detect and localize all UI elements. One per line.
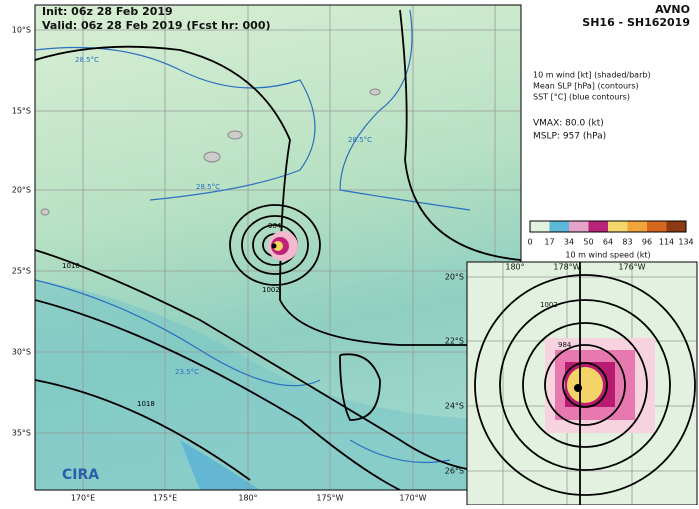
colorbar-segment	[608, 221, 628, 232]
valid-text: Valid: 06z 28 Feb 2019 (Fcst hr: 000)	[42, 19, 271, 32]
mslp-text: MSLP: 957 (hPa)	[533, 132, 606, 142]
lon-label: 170°W	[399, 494, 426, 503]
main-map	[35, 5, 521, 490]
contour-label: 984	[268, 222, 282, 230]
colorbar-label: 10 m wind speed (kt)	[565, 251, 650, 260]
inset-lat-label: 22°S	[445, 337, 464, 346]
lat-label: 30°S	[12, 348, 31, 357]
contour-label: 28.5°C	[348, 136, 372, 144]
lon-label: 180°	[238, 494, 257, 503]
colorbar-segment	[588, 221, 608, 232]
inset-lon-label: 178°W	[553, 263, 580, 272]
colorbar: 0 17 34 50 64 83 96 114 134	[527, 220, 694, 247]
colorbar-tick-label: 83	[622, 238, 632, 247]
colorbar-tick-label: 64	[603, 238, 613, 247]
contour-label: 23.5°C	[175, 368, 199, 376]
legend-line: Mean SLP [hPa] (contours)	[533, 82, 639, 91]
inset-lon-label: 176°W	[618, 263, 645, 272]
colorbar-segment	[549, 221, 569, 232]
contour-label: 1018	[137, 400, 155, 408]
colorbar-tick-label: 50	[583, 238, 593, 247]
colorbar-tick-label: 134	[678, 238, 693, 247]
storm-id: SH16 - SH162019	[582, 16, 690, 29]
contour-label: 1010	[62, 262, 80, 270]
colorbar-segment	[569, 221, 589, 232]
colorbar-frame	[529, 220, 687, 233]
inset-contour-label: 1002	[540, 301, 558, 309]
lon-label: 175°W	[316, 494, 343, 503]
colorbar-tick-label: 0	[527, 238, 532, 247]
model-text: AVNO	[655, 3, 690, 16]
lat-label: 10°S	[12, 26, 31, 35]
init-text: Init: 06z 28 Feb 2019	[42, 5, 173, 18]
colorbar-segment	[627, 221, 647, 232]
inset-lon-label: 180°	[505, 263, 524, 272]
colorbar-tick-label: 17	[544, 238, 554, 247]
lon-label: 175°E	[153, 494, 177, 503]
lat-label: 35°S	[12, 429, 31, 438]
map-frame	[34, 4, 522, 491]
contour-label: 28.5°C	[75, 56, 99, 64]
legend-line: 10 m wind [kt] (shaded/barb)	[533, 71, 651, 80]
legend-line: SST [°C] (blue contours)	[533, 93, 630, 102]
colorbar-segment	[666, 221, 686, 232]
colorbar-tick-label: 114	[659, 238, 674, 247]
logo: CIRA	[62, 467, 99, 483]
contour-label: 1002	[262, 286, 280, 294]
colorbar-tick-label: 34	[564, 238, 574, 247]
contour-label: 28.5°C	[196, 183, 220, 191]
lat-label: 15°S	[12, 107, 31, 116]
lat-label: 20°S	[12, 186, 31, 195]
colorbar-segment	[530, 221, 550, 232]
inset-contour-label: 984	[558, 341, 572, 349]
colorbar-segment	[647, 221, 667, 232]
inset-map	[467, 262, 697, 505]
colorbar-tick-label: 96	[642, 238, 652, 247]
lon-label: 170°E	[71, 494, 95, 503]
lat-label: 25°S	[12, 267, 31, 276]
vmax-text: VMAX: 80.0 (kt)	[533, 119, 604, 129]
inset-lat-label: 26°S	[445, 467, 464, 476]
inset-lat-label: 24°S	[445, 402, 464, 411]
inset-lat-label: 20°S	[445, 273, 464, 282]
